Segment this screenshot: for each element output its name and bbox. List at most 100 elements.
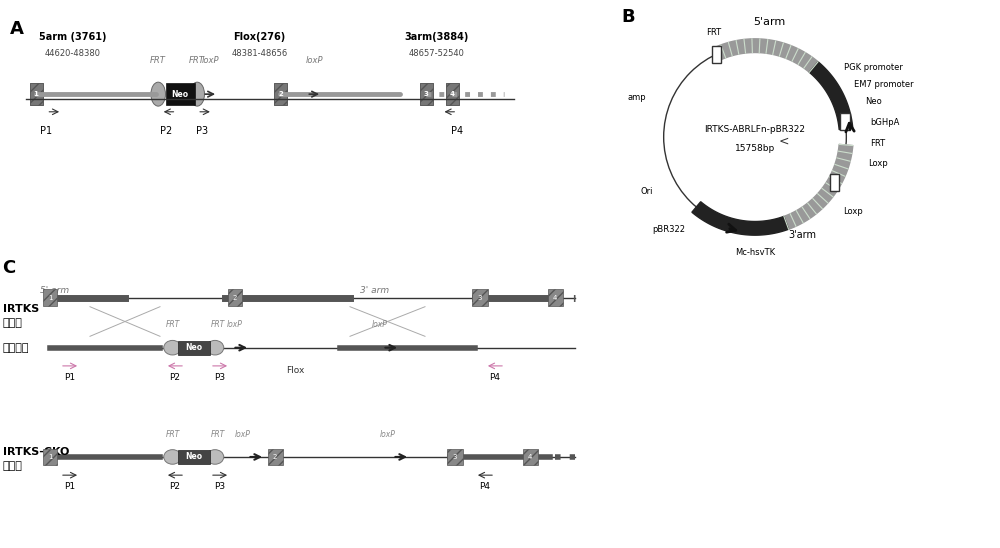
Text: 野生型: 野生型: [2, 318, 22, 328]
Text: 48657-52540: 48657-52540: [408, 49, 464, 58]
Text: loxP: loxP: [235, 430, 250, 439]
Text: PGK promoter: PGK promoter: [844, 63, 903, 72]
Ellipse shape: [206, 450, 224, 464]
FancyBboxPatch shape: [712, 46, 721, 62]
Text: 44620-48380: 44620-48380: [44, 49, 100, 58]
Text: Loxp: Loxp: [844, 207, 863, 216]
Text: loxP: loxP: [305, 55, 323, 65]
Text: P1: P1: [40, 126, 52, 136]
Text: FRT: FRT: [210, 430, 225, 439]
Polygon shape: [784, 144, 853, 229]
FancyBboxPatch shape: [447, 449, 462, 465]
Text: Ori: Ori: [640, 187, 653, 196]
Text: FRT: FRT: [189, 55, 205, 65]
FancyBboxPatch shape: [178, 450, 210, 464]
Text: loxP: loxP: [372, 321, 388, 329]
Text: 3arm(3884): 3arm(3884): [404, 32, 469, 43]
FancyBboxPatch shape: [446, 83, 458, 105]
Text: 4: 4: [553, 295, 557, 301]
Text: 3: 3: [453, 454, 457, 460]
Text: P3: P3: [214, 373, 226, 381]
Text: P2: P2: [160, 126, 172, 136]
Text: 靶向质粒: 靶向质粒: [2, 342, 29, 353]
FancyBboxPatch shape: [268, 449, 283, 465]
Text: 3: 3: [424, 91, 428, 97]
FancyBboxPatch shape: [830, 174, 839, 191]
Text: FRT: FRT: [150, 55, 166, 65]
Text: loxP: loxP: [227, 321, 243, 329]
FancyBboxPatch shape: [42, 449, 57, 465]
Text: P3: P3: [196, 126, 208, 136]
Text: FRT: FRT: [210, 321, 225, 329]
Ellipse shape: [206, 340, 224, 355]
Text: B: B: [622, 8, 635, 26]
Text: 2: 2: [278, 91, 283, 97]
Text: P1: P1: [64, 482, 76, 491]
Text: amp: amp: [628, 93, 646, 102]
Text: P2: P2: [170, 373, 180, 381]
Text: Neo: Neo: [865, 97, 882, 106]
Text: 3' arm: 3' arm: [360, 286, 390, 295]
Text: 5'arm: 5'arm: [753, 17, 785, 27]
Text: bGHpA: bGHpA: [870, 118, 899, 127]
Text: 3'arm: 3'arm: [788, 230, 816, 240]
FancyBboxPatch shape: [166, 83, 195, 105]
FancyBboxPatch shape: [420, 83, 432, 105]
Text: P4: P4: [490, 373, 501, 381]
Ellipse shape: [190, 82, 204, 106]
Text: FRT: FRT: [871, 139, 886, 147]
FancyBboxPatch shape: [178, 341, 210, 355]
Text: P2: P2: [170, 482, 180, 491]
Text: 2: 2: [273, 454, 277, 460]
Text: P4: P4: [479, 482, 490, 491]
FancyBboxPatch shape: [42, 289, 57, 306]
Text: 48381-48656: 48381-48656: [231, 49, 288, 58]
Text: 5arm (3761): 5arm (3761): [39, 32, 106, 43]
Text: pBR322: pBR322: [652, 225, 685, 234]
Text: IRTKS-CKO: IRTKS-CKO: [2, 447, 69, 458]
FancyBboxPatch shape: [522, 449, 538, 465]
Text: FRT: FRT: [165, 321, 180, 329]
Ellipse shape: [164, 450, 181, 464]
Text: P4: P4: [451, 126, 463, 136]
Text: Flox: Flox: [286, 366, 304, 375]
FancyBboxPatch shape: [228, 289, 242, 306]
Text: Loxp: Loxp: [868, 158, 887, 168]
Polygon shape: [692, 202, 789, 235]
Text: A: A: [10, 20, 24, 38]
Text: loxP: loxP: [380, 430, 395, 439]
Text: 4: 4: [450, 91, 454, 97]
Text: FRT: FRT: [706, 27, 721, 37]
FancyBboxPatch shape: [472, 289, 488, 306]
Text: loxP: loxP: [201, 55, 219, 65]
Polygon shape: [714, 39, 818, 72]
Text: P3: P3: [214, 482, 226, 491]
Text: 1: 1: [48, 454, 52, 460]
Text: 1: 1: [48, 295, 52, 301]
Polygon shape: [809, 62, 853, 130]
Text: 3: 3: [478, 295, 482, 301]
Text: 4: 4: [528, 454, 532, 460]
Text: EM7 promoter: EM7 promoter: [854, 79, 914, 89]
Text: 5' arm: 5' arm: [40, 286, 70, 295]
Text: P1: P1: [64, 373, 76, 381]
Text: Neo: Neo: [172, 90, 189, 99]
Text: IRTKS: IRTKS: [2, 304, 39, 314]
Text: C: C: [2, 259, 16, 277]
Ellipse shape: [151, 82, 165, 106]
Text: FRT: FRT: [165, 430, 180, 439]
Text: 突变型: 突变型: [2, 461, 22, 471]
FancyBboxPatch shape: [548, 289, 562, 306]
Text: IRTKS-ABRLFn-pBR322: IRTKS-ABRLFn-pBR322: [704, 125, 806, 134]
Text: <: <: [779, 134, 789, 147]
Text: Neo: Neo: [185, 343, 202, 352]
Text: 2: 2: [233, 295, 237, 301]
FancyBboxPatch shape: [30, 83, 42, 105]
FancyBboxPatch shape: [274, 83, 287, 105]
Text: Neo: Neo: [185, 453, 202, 461]
Ellipse shape: [164, 340, 181, 355]
Text: 15758bp: 15758bp: [735, 144, 775, 153]
Text: Flox(276): Flox(276): [233, 32, 286, 43]
Text: 1: 1: [34, 91, 38, 97]
FancyBboxPatch shape: [840, 113, 850, 129]
